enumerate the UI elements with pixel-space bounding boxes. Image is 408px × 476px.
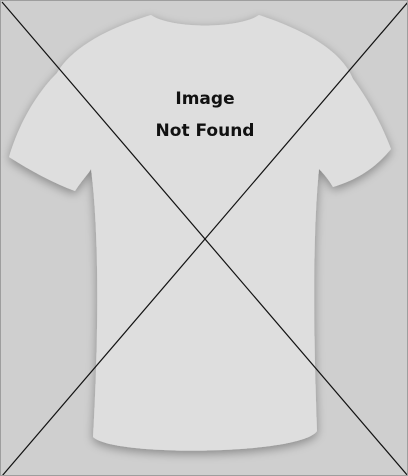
message-line-2: Not Found xyxy=(155,121,255,141)
message-line-1: Image xyxy=(175,89,235,109)
image-not-found-message: Image Not Found xyxy=(1,83,407,147)
